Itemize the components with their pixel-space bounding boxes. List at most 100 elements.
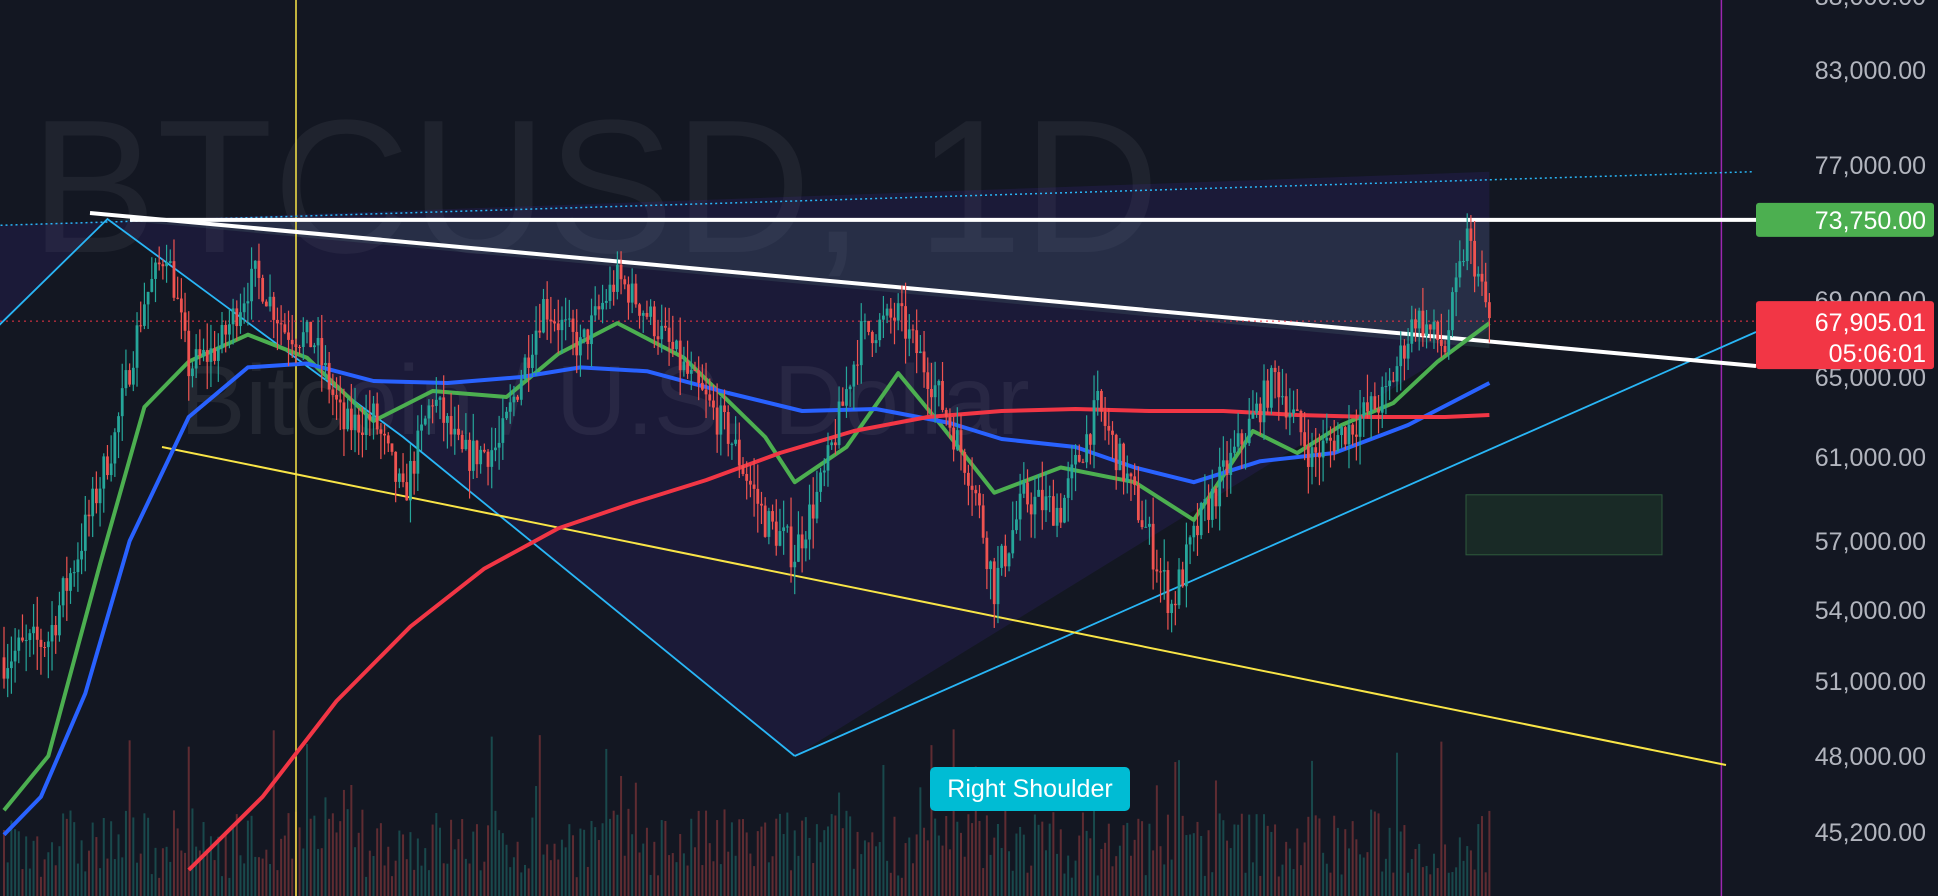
candle-body[interactable] — [272, 296, 276, 320]
candle-body[interactable] — [239, 312, 242, 327]
candle-body[interactable] — [1439, 339, 1443, 346]
candle-body[interactable] — [6, 668, 10, 679]
candle-body[interactable] — [1159, 571, 1162, 573]
candle-body[interactable] — [815, 491, 819, 519]
candle-body[interactable] — [852, 364, 856, 387]
candle-body[interactable] — [745, 473, 749, 481]
candle-body[interactable] — [24, 640, 28, 642]
candle-body[interactable] — [468, 439, 471, 471]
drawings[interactable] — [0, 0, 1757, 896]
candle-body[interactable] — [782, 527, 786, 532]
candle-body[interactable] — [1288, 413, 1292, 418]
candle-body[interactable] — [294, 344, 298, 348]
candle-body[interactable] — [534, 330, 538, 355]
candle-body[interactable] — [985, 537, 989, 570]
candle-body[interactable] — [1122, 443, 1125, 482]
candle-body[interactable] — [615, 264, 619, 292]
candle-body[interactable] — [1188, 537, 1192, 545]
candle-body[interactable] — [471, 440, 475, 471]
candle-body[interactable] — [822, 470, 826, 473]
candle-body[interactable] — [800, 534, 804, 549]
candle-body[interactable] — [1070, 464, 1074, 479]
candle-body[interactable] — [50, 625, 54, 642]
candle-body[interactable] — [1129, 473, 1133, 477]
candle-body[interactable] — [1144, 526, 1148, 528]
candle-body[interactable] — [1443, 345, 1447, 353]
candle-body[interactable] — [582, 329, 586, 338]
candle-body[interactable] — [723, 405, 726, 413]
candle-body[interactable] — [357, 414, 361, 433]
candle-body[interactable] — [83, 514, 87, 551]
candle-body[interactable] — [1473, 240, 1477, 277]
candle-body[interactable] — [1255, 403, 1259, 413]
candle-body[interactable] — [117, 416, 120, 433]
candle-body[interactable] — [571, 318, 575, 332]
candle-body[interactable] — [482, 449, 486, 452]
candle-body[interactable] — [1055, 507, 1059, 526]
candle-body[interactable] — [660, 325, 664, 340]
candle-body[interactable] — [69, 573, 72, 591]
candle-body[interactable] — [863, 320, 867, 322]
candle-body[interactable] — [1447, 330, 1451, 353]
candle-body[interactable] — [1369, 396, 1373, 412]
candle-body[interactable] — [1199, 502, 1203, 536]
candle-body[interactable] — [1347, 424, 1351, 445]
candle-body[interactable] — [375, 403, 379, 430]
candle-body[interactable] — [420, 424, 423, 431]
candle-body[interactable] — [1118, 443, 1122, 471]
candle-body[interactable] — [1258, 403, 1262, 423]
candle-body[interactable] — [1044, 496, 1048, 511]
candle-body[interactable] — [39, 639, 43, 647]
candle-body[interactable] — [191, 368, 194, 377]
candle-body[interactable] — [1266, 380, 1270, 408]
candle-body[interactable] — [453, 428, 457, 435]
candle-body[interactable] — [490, 450, 494, 467]
candle-body[interactable] — [941, 380, 944, 410]
candle-body[interactable] — [194, 349, 198, 369]
candle-body[interactable] — [91, 488, 95, 517]
candle-body[interactable] — [246, 301, 250, 304]
candle-body[interactable] — [904, 306, 907, 339]
candle-body[interactable] — [1196, 525, 1199, 536]
candle-body[interactable] — [1299, 410, 1303, 433]
candle-body[interactable] — [1015, 519, 1018, 531]
candle-body[interactable] — [1410, 319, 1414, 344]
candle-body[interactable] — [446, 416, 449, 423]
candle-body[interactable] — [708, 394, 712, 401]
candle-body[interactable] — [882, 315, 885, 320]
candle-body[interactable] — [519, 379, 523, 400]
candle-body[interactable] — [1340, 427, 1343, 436]
candle-body[interactable] — [309, 321, 313, 348]
candle-body[interactable] — [32, 626, 35, 634]
candle-body[interactable] — [1000, 545, 1004, 568]
candle-body[interactable] — [870, 331, 874, 344]
candle-body[interactable] — [305, 321, 309, 333]
candle-body[interactable] — [1114, 434, 1118, 471]
candle-body[interactable] — [612, 284, 616, 292]
candle-body[interactable] — [1077, 454, 1081, 462]
candle-body[interactable] — [172, 261, 176, 298]
candle-body[interactable] — [1487, 302, 1491, 319]
candle-body[interactable] — [778, 531, 782, 546]
candle-body[interactable] — [508, 402, 512, 412]
candle-body[interactable] — [996, 567, 1000, 605]
candle-body[interactable] — [1432, 321, 1436, 330]
candle-body[interactable] — [1414, 319, 1417, 329]
candle-body[interactable] — [896, 303, 900, 321]
candles[interactable] — [2, 213, 1491, 698]
candle-body[interactable] — [1074, 454, 1077, 465]
candle-body[interactable] — [227, 324, 231, 335]
candle-body[interactable] — [298, 347, 301, 349]
candle-body[interactable] — [1358, 416, 1362, 437]
candle-body[interactable] — [168, 261, 172, 263]
candle-body[interactable] — [394, 451, 398, 482]
candle-body[interactable] — [907, 329, 911, 339]
candle-body[interactable] — [2, 657, 6, 679]
candle-body[interactable] — [1314, 447, 1318, 453]
candle-body[interactable] — [242, 303, 246, 313]
candle-body[interactable] — [1480, 273, 1484, 282]
candle-body[interactable] — [1269, 367, 1273, 408]
candle-body[interactable] — [61, 578, 65, 606]
